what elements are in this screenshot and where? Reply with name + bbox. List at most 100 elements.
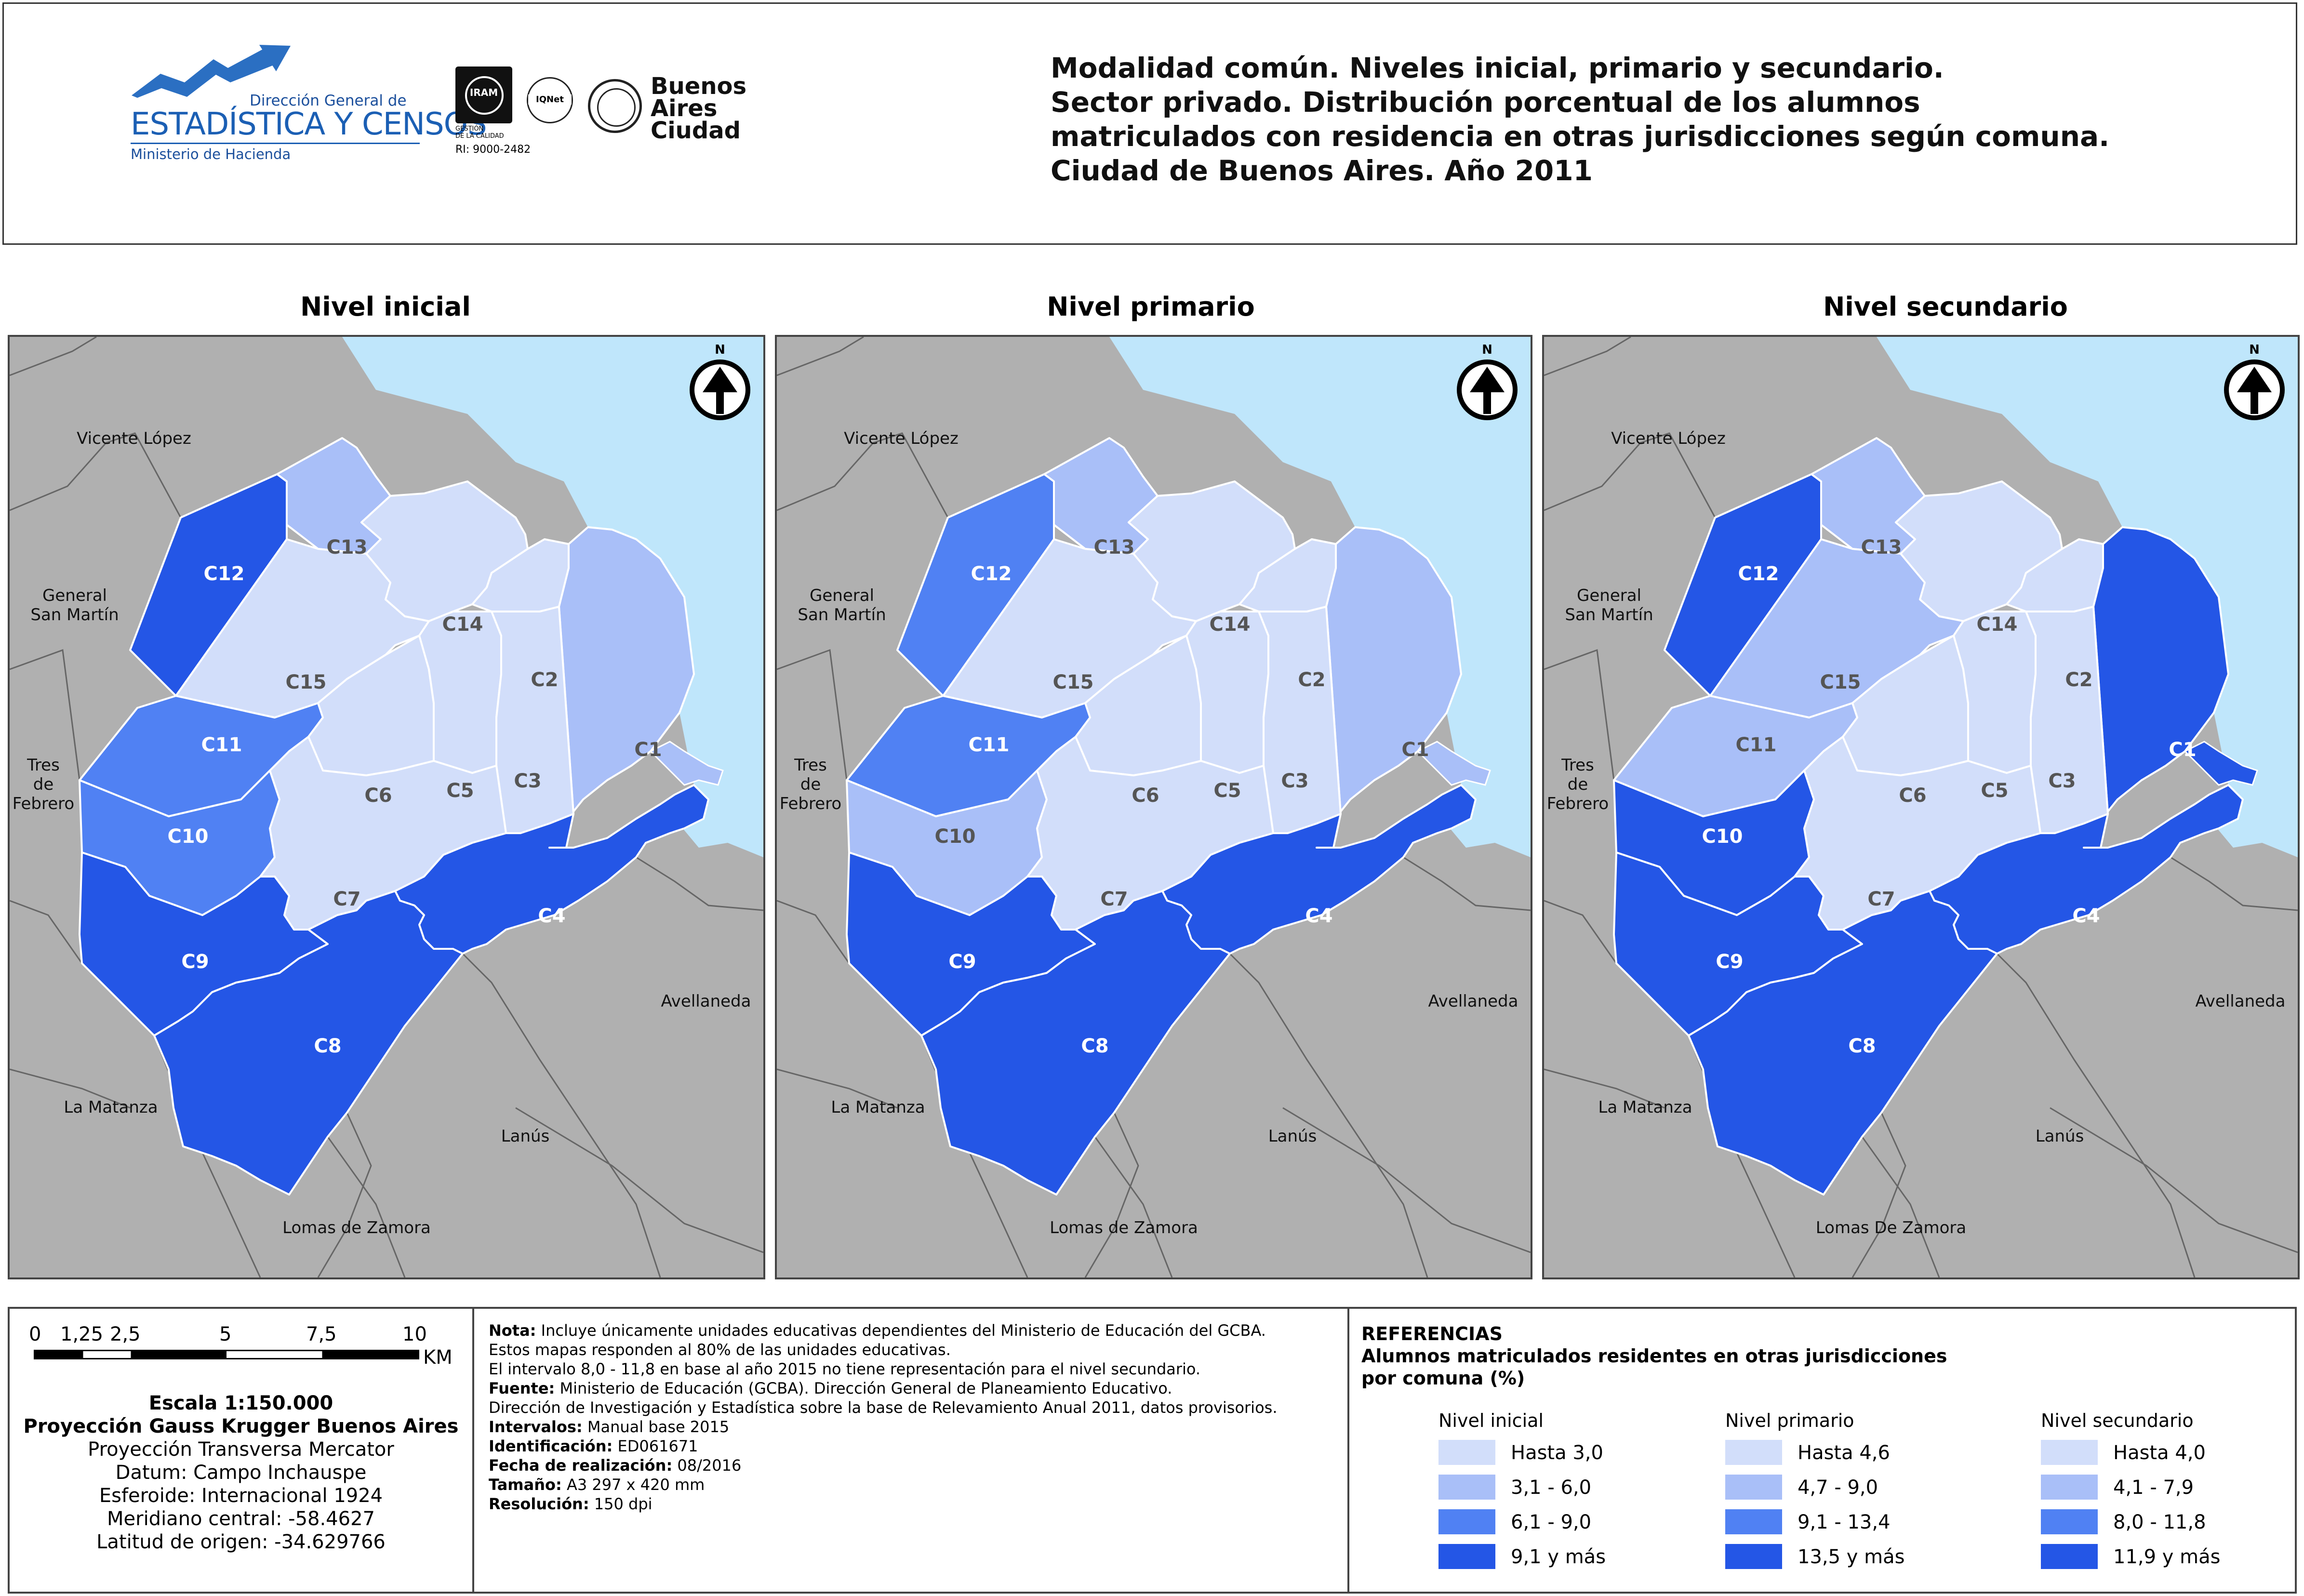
comuna-label-c7: C7: [1867, 888, 1895, 910]
jurisdiction-boundary: [1544, 649, 1615, 781]
comuna-label-c15: C15: [1052, 671, 1093, 693]
note-label: Intervalos:: [489, 1418, 583, 1436]
note-label: Resolución:: [489, 1495, 589, 1513]
comuna-label-c5: C5: [446, 780, 474, 802]
tres-de-febrero-label: de: [800, 775, 821, 794]
dgec-line3: Ministerio de Hacienda: [131, 146, 291, 162]
vicente-lopez-label: Vicente López: [844, 429, 959, 448]
port-docks: [1416, 741, 1491, 786]
comuna-label-c4: C4: [538, 905, 565, 927]
note-label: Fecha de realización:: [489, 1456, 673, 1475]
note-label: Tamaño:: [489, 1476, 562, 1494]
title-line-3: matriculados con residencia en otras jur…: [1051, 120, 2110, 153]
comuna-label-c9: C9: [181, 951, 209, 973]
legend-item-label: 9,1 y más: [1511, 1546, 1606, 1568]
comuna-label-c14: C14: [442, 613, 483, 636]
comuna-label-c14: C14: [1976, 613, 2017, 636]
jurisdiction-boundary: [317, 1112, 372, 1277]
comuna-label-c2: C2: [1298, 669, 1325, 691]
scale-ratio: Escala 1:150.000: [148, 1392, 333, 1414]
legend-item-label: 13,5 y más: [1798, 1546, 1905, 1568]
map-svg: C12 C13 C14 C15 C2 C1 C11 C10 C6 C5 C3 C7 C4 C9 C8 Vice…: [10, 337, 763, 1277]
comuna-label-c6: C6: [1899, 785, 1926, 807]
page-title: Modalidad común. Niveles inicial, primar…: [1051, 51, 2109, 188]
projection-type: Proyección Transversa Mercator: [88, 1438, 394, 1461]
la-matanza-label: La Matanza: [1598, 1098, 1692, 1117]
north-arrow-icon: N: [1457, 343, 1518, 420]
note-line: Dirección de Investigación y Estadística…: [489, 1398, 1277, 1417]
comuna-c8: [920, 890, 1231, 1196]
scale-tick-1: 1,25: [60, 1323, 104, 1345]
legend-panel: REFERENCIAS Alumnos matriculados residen…: [1347, 1307, 2297, 1594]
dgec-line1: Dirección General de: [250, 92, 407, 109]
jurisdiction-boundary: [515, 1107, 763, 1253]
tres-de-febrero-label: Tres: [27, 756, 60, 775]
jurisdiction-boundary: [1282, 1107, 1531, 1253]
note-line: El intervalo 8,0 - 11,8 en base al año 2…: [489, 1359, 1277, 1379]
comuna-label-c13: C13: [1861, 536, 1902, 559]
legend-column-title: Nivel secundario: [2041, 1410, 2194, 1431]
avellaneda-label: Avellaneda: [2196, 992, 2286, 1011]
note-text: El intervalo 8,0 - 11,8 en base al año 2…: [489, 1360, 1201, 1378]
jurisdiction-boundary: [636, 856, 763, 911]
note-label: Identificación:: [489, 1437, 613, 1455]
note-text: Manual base 2015: [582, 1418, 730, 1436]
tres-de-febrero-label: Febrero: [1547, 794, 1609, 813]
jurisdiction-boundary: [327, 1136, 406, 1277]
scale-unit: KM: [423, 1346, 453, 1369]
san-martin-label: General: [1577, 586, 1641, 605]
la-matanza-label: La Matanza: [64, 1098, 158, 1117]
jurisdiction-boundary: [2050, 1107, 2298, 1253]
north-arrow-icon: N: [690, 343, 750, 420]
iram-logo: IRAM GESTIÓN DE LA CALIDAD RI: 9000-2482: [455, 66, 531, 163]
jurisdiction-boundary: [10, 649, 80, 781]
datum: Datum: Campo Inchauspe: [115, 1462, 367, 1484]
scale-tick-3: 5: [219, 1323, 232, 1345]
jurisdiction-boundary: [777, 900, 850, 964]
legend-column-title: Nivel inicial: [1438, 1410, 1544, 1431]
tres-de-febrero-label: Febrero: [780, 794, 841, 813]
note-text: ED061671: [613, 1437, 698, 1455]
legend-swatch: [1725, 1475, 1782, 1500]
tres-de-febrero-label: Tres: [794, 756, 827, 775]
avellaneda-label: Avellaneda: [1428, 992, 1518, 1011]
baires-line2: Aires: [651, 95, 718, 122]
jurisdiction-boundary: [1229, 953, 1428, 1277]
projection-name: Proyección Gauss Krugger Buenos Aires: [23, 1415, 459, 1437]
comuna-label-c12: C12: [1738, 563, 1779, 585]
comuna-label-c6: C6: [1132, 785, 1159, 807]
legend-item-label: 3,1 - 6,0: [1511, 1476, 1592, 1499]
comuna-label-c13: C13: [1093, 536, 1134, 559]
jurisdiction-boundary: [1544, 900, 1617, 964]
comuna-label-c15: C15: [1820, 671, 1861, 693]
comuna-label-c12: C12: [203, 563, 244, 585]
comuna-label-c9: C9: [948, 951, 976, 973]
comuna-c3: [1258, 606, 1342, 834]
note-line: Fuente: Ministerio de Educación (GCBA). …: [489, 1379, 1277, 1398]
comuna-label-c11: C11: [201, 734, 242, 756]
header-box: Dirección General de ESTADÍSTICA Y CENSO…: [2, 2, 2297, 245]
note-text: 150 dpi: [589, 1495, 653, 1513]
map-title-secundario: Nivel secundario: [1823, 292, 2068, 322]
map-nivel-secundario: C12 C13 C14 C15 C2 C1 C11 C10 C6 C5 C3 C7 C4 C9 C8 Vice…: [1542, 335, 2300, 1279]
note-line: Nota: Incluye únicamente unidades educat…: [489, 1321, 1277, 1340]
comuna-label-c14: C14: [1209, 613, 1250, 636]
iram-cert: RI: 9000-2482: [455, 144, 531, 156]
legend-columns: Nivel inicial Hasta 3,0 3,1 - 6,0 6,1 - 9,0…: [1349, 1410, 2294, 1593]
note-text: A3 297 x 420 mm: [561, 1476, 705, 1494]
jurisdiction-boundary: [777, 337, 864, 376]
map-title-primario: Nivel primario: [1047, 292, 1255, 322]
comuna-label-c2: C2: [531, 669, 558, 691]
vicente-lopez-label: Vicente López: [77, 429, 191, 448]
comuna-label-c11: C11: [968, 734, 1009, 756]
spheroid: Esferoide: Internacional 1924: [99, 1485, 383, 1507]
jurisdiction-boundary: [1544, 1068, 1665, 1109]
port-docks: [2184, 741, 2258, 786]
comuna-label-c3: C3: [1281, 770, 1308, 792]
comuna-c3: [491, 606, 574, 834]
scale-bar: 0 1,25 2,5 5 7,5 10 KM: [29, 1323, 453, 1371]
dgec-line2: ESTADÍSTICA Y CENSOS: [131, 106, 487, 142]
note-line: Tamaño: A3 297 x 420 mm: [489, 1475, 1277, 1494]
note-label: Fuente:: [489, 1379, 555, 1397]
comuna-label-c10: C10: [167, 825, 208, 848]
